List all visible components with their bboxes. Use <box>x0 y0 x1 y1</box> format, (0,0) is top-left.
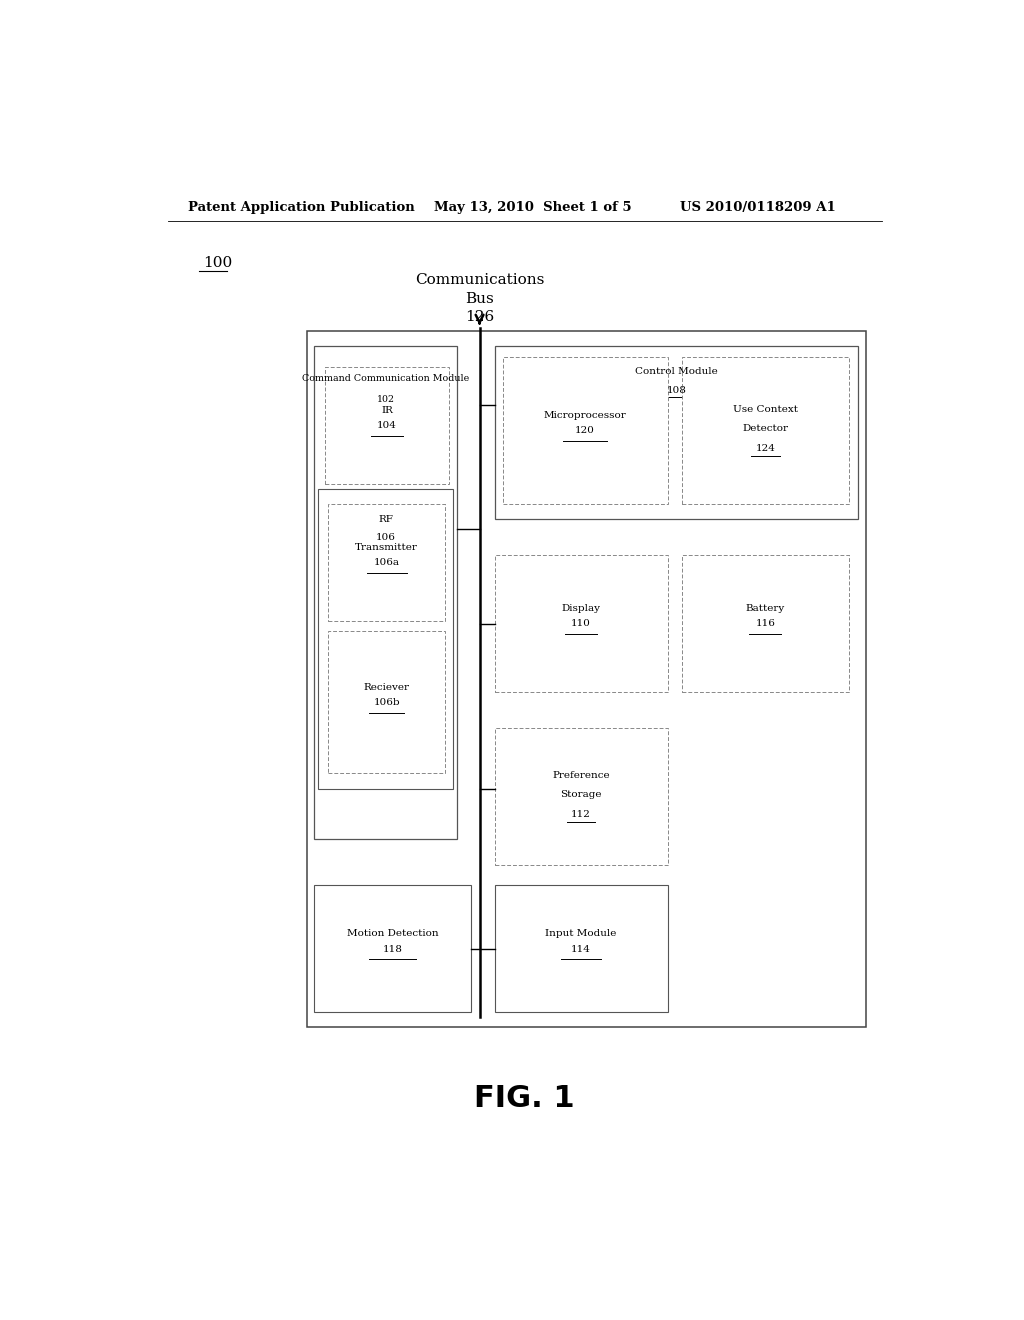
Text: 104: 104 <box>377 421 397 430</box>
Text: Display: Display <box>561 605 601 614</box>
Text: FIG. 1: FIG. 1 <box>474 1084 575 1113</box>
Text: RF: RF <box>379 515 393 524</box>
Bar <box>314 346 458 840</box>
Text: 112: 112 <box>571 810 591 818</box>
Text: Motion Detection: Motion Detection <box>347 929 438 939</box>
Text: Microprocessor: Microprocessor <box>544 411 627 420</box>
Text: Detector: Detector <box>742 424 788 433</box>
Bar <box>318 488 454 788</box>
Text: 106a: 106a <box>374 558 399 568</box>
Text: 116: 116 <box>756 619 775 628</box>
Text: 110: 110 <box>571 619 591 628</box>
Text: May 13, 2010  Sheet 1 of 5: May 13, 2010 Sheet 1 of 5 <box>433 201 631 214</box>
Text: IR: IR <box>381 407 393 414</box>
Bar <box>682 356 849 504</box>
Text: Use Context: Use Context <box>733 405 798 414</box>
Text: Control Module: Control Module <box>635 367 718 376</box>
Text: 114: 114 <box>571 945 591 953</box>
Text: Preference: Preference <box>552 771 610 780</box>
Text: US 2010/0118209 A1: US 2010/0118209 A1 <box>680 201 836 214</box>
Bar <box>325 367 450 483</box>
Bar <box>495 554 668 692</box>
Text: Command Communication Module: Command Communication Module <box>302 375 470 383</box>
Text: 124: 124 <box>756 444 775 453</box>
Bar <box>328 631 445 774</box>
Text: Transmitter: Transmitter <box>355 544 418 552</box>
Bar <box>495 346 858 519</box>
Text: 108: 108 <box>667 385 686 395</box>
Text: 126: 126 <box>465 310 495 323</box>
Text: 120: 120 <box>575 426 595 436</box>
Text: Reciever: Reciever <box>364 682 410 692</box>
Bar <box>495 727 668 865</box>
Text: 106: 106 <box>376 533 396 543</box>
Text: Input Module: Input Module <box>546 929 616 939</box>
Bar <box>314 886 471 1012</box>
Text: Storage: Storage <box>560 789 602 799</box>
Text: 100: 100 <box>204 256 232 271</box>
Bar <box>306 331 866 1027</box>
Bar <box>503 356 668 504</box>
Bar <box>495 886 668 1012</box>
Text: 102: 102 <box>377 395 395 404</box>
Bar <box>328 504 445 620</box>
Bar <box>682 554 849 692</box>
Text: Battery: Battery <box>745 605 784 614</box>
Text: 118: 118 <box>383 945 402 953</box>
Text: Bus: Bus <box>465 292 494 306</box>
Text: 106b: 106b <box>374 698 400 708</box>
Text: Communications: Communications <box>415 273 544 288</box>
Text: Patent Application Publication: Patent Application Publication <box>187 201 415 214</box>
